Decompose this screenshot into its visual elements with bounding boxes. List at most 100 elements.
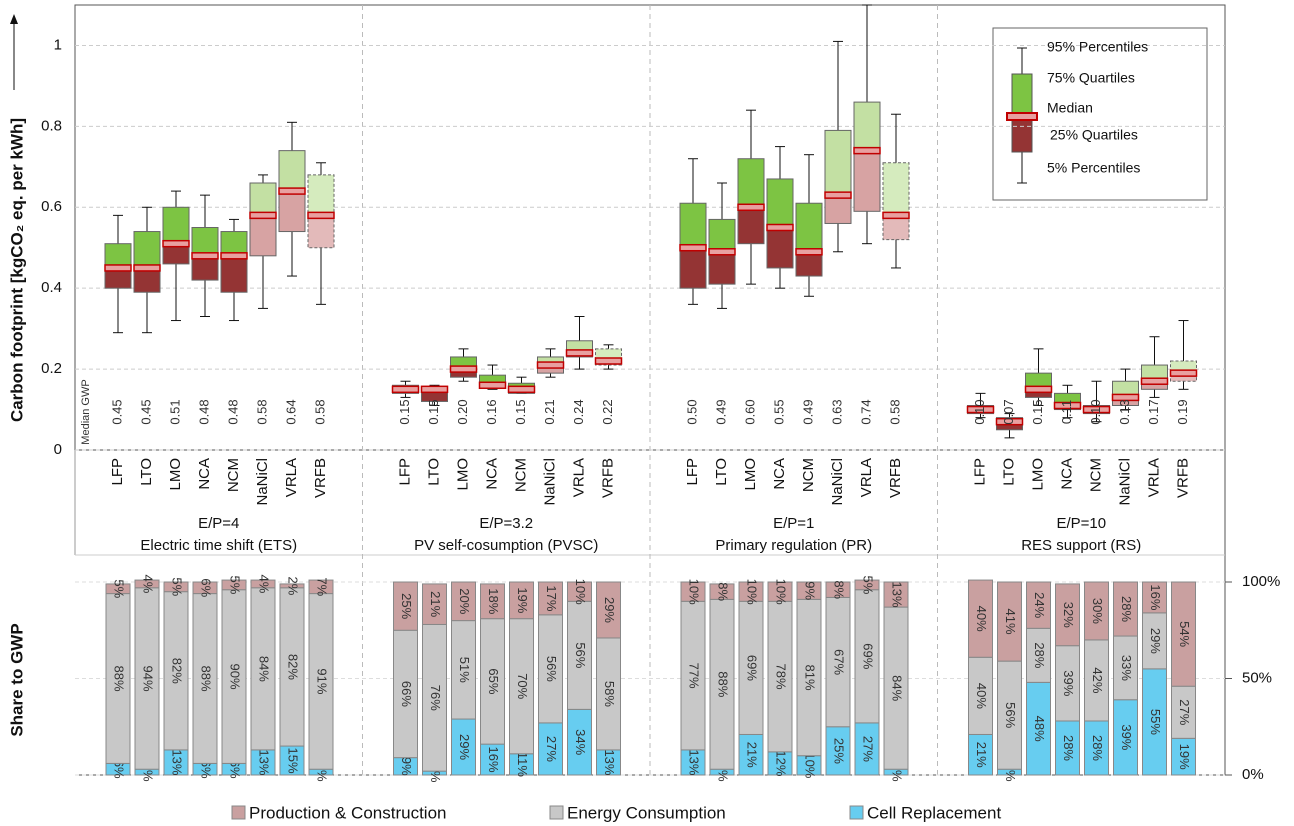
bar-segment <box>279 583 305 589</box>
legend-label: Energy Consumption <box>567 803 726 822</box>
legend-median <box>1006 112 1038 121</box>
bar-segment <box>509 618 534 755</box>
bar-segment <box>825 726 851 776</box>
legend-label: 95% Percentiles <box>1047 39 1148 55</box>
bar-segment <box>480 743 505 776</box>
value-label: 6% <box>228 760 243 779</box>
box-upper <box>766 178 794 228</box>
bar-segment <box>738 600 764 735</box>
bar-segment <box>451 620 476 720</box>
x-tick-label: NCA <box>483 458 500 490</box>
y-axis-title: Share to GWP <box>7 623 26 736</box>
value-label: 13% <box>170 749 185 775</box>
value-label: 28% <box>1061 735 1076 761</box>
median-label: 0.16 <box>484 399 499 424</box>
value-label: 4% <box>257 575 272 594</box>
bar-segment <box>308 579 334 595</box>
legend-swatch <box>549 805 564 820</box>
value-label: 30% <box>1090 598 1105 624</box>
value-label: 10% <box>745 579 760 605</box>
value-label: 94% <box>141 665 156 691</box>
bar-segment <box>538 722 563 776</box>
median-label: 0.20 <box>455 399 470 424</box>
x-tick-label: NCM <box>225 458 242 492</box>
x-tick-label: LFP <box>396 458 413 486</box>
value-label: 28% <box>1090 735 1105 761</box>
value-label: 12% <box>774 750 789 776</box>
median <box>824 191 852 199</box>
bar-segment <box>1142 668 1167 776</box>
bar-segment <box>680 581 706 602</box>
y-tick-label: 0.8 <box>41 117 62 134</box>
box-upper <box>708 218 736 253</box>
bar-segment <box>738 581 764 602</box>
box-upper <box>162 206 190 245</box>
bar-segment <box>451 718 476 776</box>
value-label: 48% <box>1032 716 1047 742</box>
value-label: 32% <box>1061 602 1076 628</box>
median <box>1024 385 1053 394</box>
x-tick-label: VRFB <box>312 458 329 498</box>
x-tick-label: LFP <box>684 458 701 486</box>
box-lower <box>824 194 852 224</box>
median-label: 0.58 <box>887 399 902 424</box>
bar-segment <box>567 600 592 710</box>
box-upper <box>220 231 248 257</box>
value-label: 40% <box>974 683 989 709</box>
group-name: Electric time shift (ETS) <box>140 537 297 554</box>
value-label: 91% <box>315 668 330 694</box>
value-label: 11% <box>515 752 530 777</box>
bar-segment <box>854 722 880 776</box>
x-tick-label: VRLA <box>858 458 875 497</box>
median-label: 0.15 <box>397 399 412 424</box>
bar-segment <box>538 581 563 616</box>
median <box>1053 401 1082 410</box>
median <box>966 405 995 414</box>
value-label: 21% <box>428 591 443 617</box>
x-tick-label: LMO <box>1029 458 1046 491</box>
bar-segment <box>825 581 851 598</box>
value-label: 16% <box>1148 584 1163 610</box>
bar-segment <box>250 579 276 589</box>
x-tick-label: LTO <box>713 458 730 486</box>
legend-upper-box <box>1011 73 1033 116</box>
x-tick-label: VRFB <box>1174 458 1191 498</box>
x-tick-label: NaNiCl <box>541 458 558 506</box>
bar-segment <box>221 579 247 591</box>
bar-segment <box>854 579 880 591</box>
legend-label: Production & Construction <box>249 803 447 822</box>
median <box>507 385 536 394</box>
box-lower <box>679 247 707 289</box>
legend-swatch <box>849 805 864 820</box>
axis-arrow-head <box>10 14 18 24</box>
legend-label: Median <box>1047 100 1093 116</box>
value-label: 9% <box>803 581 818 600</box>
median <box>249 211 277 220</box>
legend-label: 5% Percentiles <box>1047 160 1140 176</box>
value-label: 6% <box>199 760 214 779</box>
value-label: 69% <box>861 643 876 669</box>
bar-segment <box>163 591 189 751</box>
value-label: 42% <box>1090 667 1105 693</box>
value-label: 81% <box>803 665 818 691</box>
median-label: 0.15 <box>513 399 528 424</box>
bar-segment <box>105 583 131 595</box>
bar-segment <box>279 587 305 747</box>
bar-segment <box>596 637 621 751</box>
value-label: 27% <box>1177 699 1192 725</box>
group-ratio: E/P=10 <box>1056 515 1106 532</box>
y-tick-label: 0.6 <box>41 198 62 215</box>
box-lower <box>220 255 248 293</box>
median-label: 0.55 <box>771 399 786 424</box>
value-label: 10% <box>687 579 702 605</box>
y-tick-label: 1 <box>54 36 62 53</box>
bar-segment <box>1084 720 1109 776</box>
value-label: 29% <box>457 734 472 760</box>
median <box>1140 377 1169 385</box>
bar-segment <box>134 579 160 589</box>
legend-label: 25% Quartiles <box>1050 127 1138 143</box>
bar-segment <box>854 589 880 724</box>
median-label: 0.15 <box>1030 399 1045 424</box>
box-upper <box>278 150 306 192</box>
value-label: 25% <box>399 593 414 619</box>
